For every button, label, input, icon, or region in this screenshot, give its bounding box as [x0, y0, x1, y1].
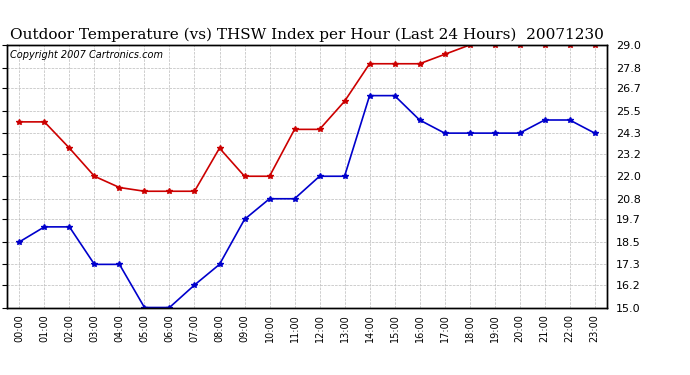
Text: Copyright 2007 Cartronics.com: Copyright 2007 Cartronics.com: [10, 50, 163, 60]
Title: Outdoor Temperature (vs) THSW Index per Hour (Last 24 Hours)  20071230: Outdoor Temperature (vs) THSW Index per …: [10, 28, 604, 42]
